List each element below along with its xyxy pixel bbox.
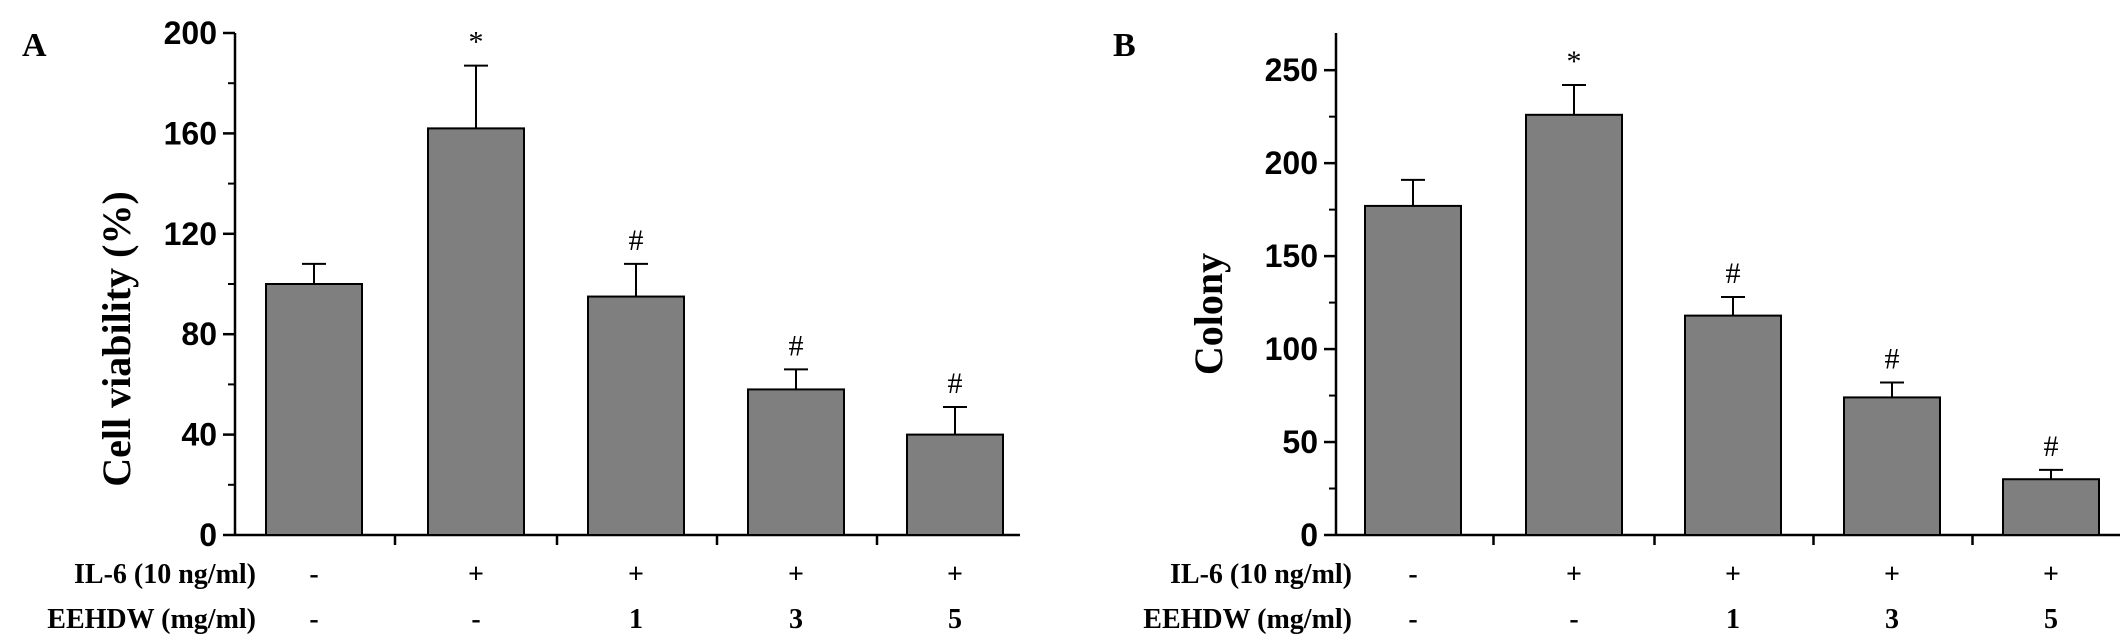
bar bbox=[747, 388, 845, 537]
significance-mark: # bbox=[1885, 343, 1900, 376]
significance-mark: # bbox=[789, 329, 804, 362]
axes-a: 0 40 80 120 160 200 bbox=[164, 15, 1020, 553]
significance-mark: * bbox=[469, 26, 484, 59]
bar bbox=[265, 283, 363, 536]
y-tick-label: 250 bbox=[1265, 52, 1318, 88]
significance-mark: * bbox=[1567, 45, 1582, 78]
y-tick-label: 40 bbox=[181, 417, 217, 453]
eehdw-row-label-b: EEHDW (mg/ml) bbox=[1143, 604, 1352, 635]
y-tick-label: 200 bbox=[164, 15, 217, 51]
eehdw-value: - bbox=[1408, 604, 1417, 635]
eehdw-value: - bbox=[471, 604, 480, 635]
bar bbox=[1843, 396, 1941, 537]
y-tick-label: 0 bbox=[1300, 517, 1318, 553]
bars-a: * # # # bbox=[265, 26, 1004, 537]
eehdw-value: - bbox=[1569, 604, 1578, 635]
y-tick-label: 160 bbox=[164, 115, 217, 151]
significance-mark: # bbox=[1726, 257, 1741, 290]
significance-mark: # bbox=[2044, 430, 2059, 463]
y-tick-label: 120 bbox=[164, 216, 217, 252]
y-tick-label: 50 bbox=[1282, 424, 1318, 460]
bar bbox=[1364, 204, 1462, 537]
eehdw-value: 1 bbox=[1726, 604, 1740, 635]
eehdw-value: 3 bbox=[1885, 604, 1899, 635]
y-tick-label: 100 bbox=[1265, 331, 1318, 367]
y-axis-label-b: Colony bbox=[1186, 253, 1231, 375]
y-axis-label-a: Cell viability (%) bbox=[94, 191, 139, 487]
panel-b: B Colony 0 50 100 150 200 250 * # # # IL-6 (10 n… bbox=[1113, 27, 2120, 635]
il6-value: - bbox=[1408, 559, 1417, 590]
il6-value: + bbox=[1566, 559, 1582, 590]
il6-value: + bbox=[947, 559, 963, 590]
y-tick-label: 0 bbox=[199, 517, 217, 553]
il6-value: + bbox=[1725, 559, 1741, 590]
eehdw-value: - bbox=[309, 604, 318, 635]
significance-mark: # bbox=[629, 224, 644, 257]
treatment-table-a: IL-6 (10 ng/ml) EEHDW (mg/ml) - - + - +1 +3 +5 bbox=[47, 559, 963, 635]
bar bbox=[1525, 113, 1623, 537]
significance-mark: # bbox=[948, 367, 963, 400]
eehdw-value: 5 bbox=[948, 604, 962, 635]
eehdw-value: 1 bbox=[629, 604, 643, 635]
y-tick-label: 80 bbox=[181, 316, 217, 352]
il6-value: + bbox=[788, 559, 804, 590]
il6-value: + bbox=[468, 559, 484, 590]
il6-value: + bbox=[628, 559, 644, 590]
il6-value: - bbox=[309, 559, 318, 590]
il6-row-label-b: IL-6 (10 ng/ml) bbox=[1170, 559, 1352, 590]
il6-value: + bbox=[2043, 559, 2059, 590]
bars-b: * # # # bbox=[1364, 45, 2100, 537]
bar bbox=[587, 295, 685, 536]
y-tick-label: 150 bbox=[1265, 238, 1318, 274]
il6-value: + bbox=[1884, 559, 1900, 590]
panel-a: A Cell viability (%) 0 40 80 120 160 200 * # # #… bbox=[22, 15, 1020, 635]
y-tick-label: 200 bbox=[1265, 145, 1318, 181]
eehdw-row-label-a: EEHDW (mg/ml) bbox=[47, 604, 256, 635]
panel-label-a: A bbox=[22, 27, 47, 64]
il6-row-label-a: IL-6 (10 ng/ml) bbox=[74, 559, 256, 590]
treatment-table-b: IL-6 (10 ng/ml) EEHDW (mg/ml) - - + - +1 +3 +5 bbox=[1143, 559, 2059, 635]
bar bbox=[2002, 478, 2100, 537]
bar bbox=[1684, 314, 1782, 537]
bar bbox=[906, 433, 1004, 537]
eehdw-value: 5 bbox=[2044, 604, 2058, 635]
panel-label-b: B bbox=[1113, 27, 1136, 64]
eehdw-value: 3 bbox=[789, 604, 803, 635]
bar bbox=[427, 127, 525, 536]
